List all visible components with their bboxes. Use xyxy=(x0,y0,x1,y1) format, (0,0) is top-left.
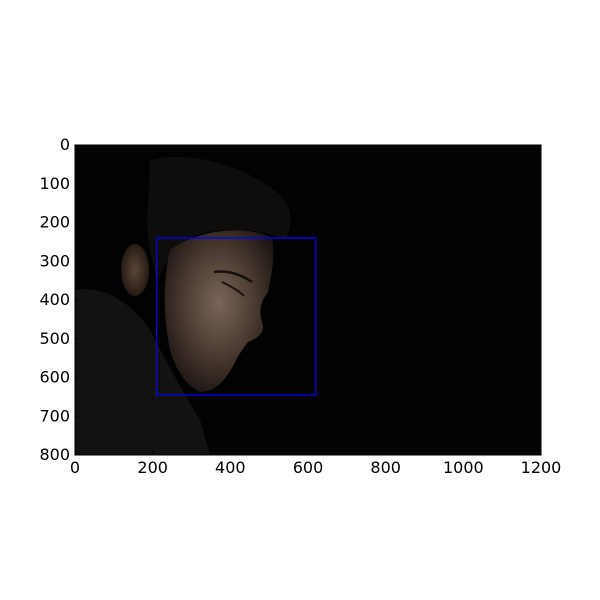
y-axis-ticks: 0 100 200 300 400 500 600 700 800 xyxy=(39,135,541,464)
y-tick-label: 600 xyxy=(39,368,70,387)
x-tick-label: 1000 xyxy=(443,458,484,477)
y-tick-label: 100 xyxy=(39,174,70,193)
photo xyxy=(75,145,541,455)
x-tick-label: 600 xyxy=(293,458,324,477)
y-tick-label: 300 xyxy=(39,251,70,270)
y-tick-label: 500 xyxy=(39,329,70,348)
y-tick-label: 200 xyxy=(39,213,70,232)
y-tick-label: 400 xyxy=(39,290,70,309)
y-tick-label: 700 xyxy=(39,406,70,425)
x-axis-ticks: 0 200 400 600 800 1000 1200 xyxy=(70,145,561,477)
x-tick-label: 200 xyxy=(137,458,168,477)
y-tick-label: 800 xyxy=(39,445,70,464)
x-tick-label: 0 xyxy=(70,458,80,477)
face-shape xyxy=(164,230,274,392)
ear-shape xyxy=(121,244,149,296)
face-bounding-box xyxy=(155,237,317,396)
x-tick-label: 1200 xyxy=(521,458,562,477)
hoodie-shape xyxy=(75,289,210,455)
x-tick-label: 800 xyxy=(370,458,401,477)
x-tick-label: 400 xyxy=(215,458,246,477)
hair-shape xyxy=(147,156,291,280)
y-tick-label: 0 xyxy=(60,135,70,154)
